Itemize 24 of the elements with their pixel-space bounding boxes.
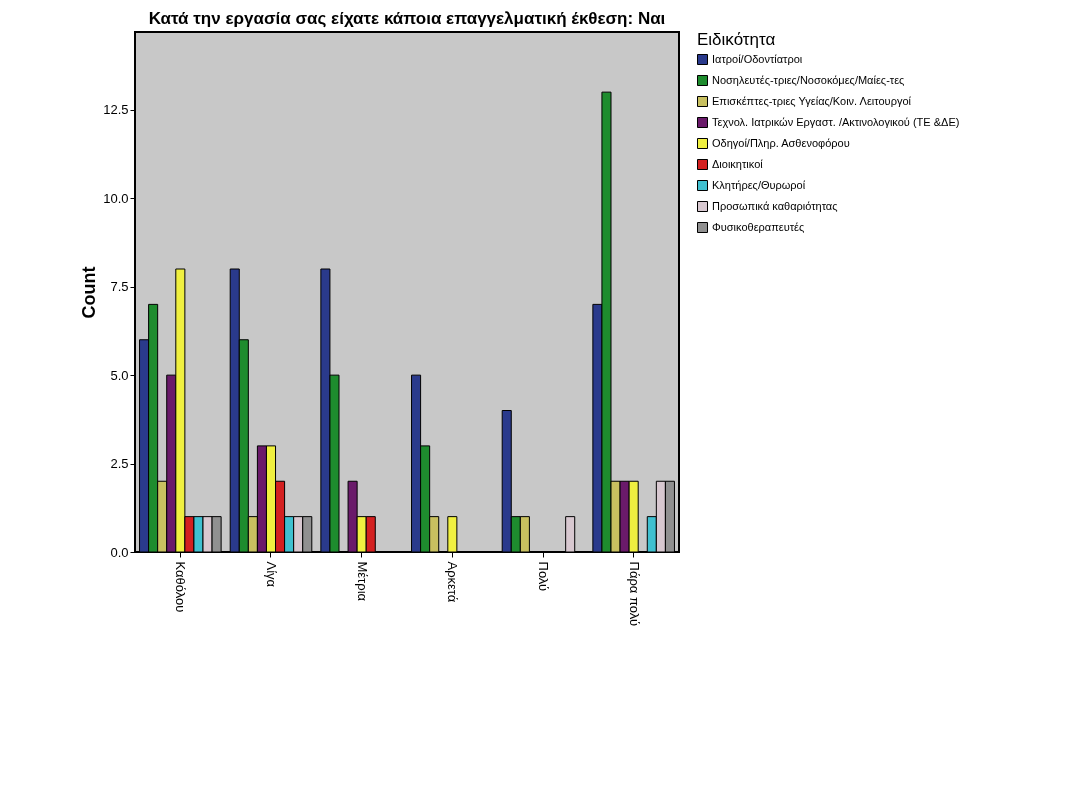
- legend-label: Νοσηλευτές-τριες/Νοσοκόμες/Μαίες-τες: [712, 73, 905, 86]
- y-tick-label: 7.5: [110, 279, 129, 295]
- y-tick-label: 2.5: [110, 456, 129, 472]
- legend-label: Οδηγοί/Πληρ. Ασθενοφόρου: [712, 136, 850, 149]
- legend-label: Φυσικοθεραπευτές: [712, 220, 805, 233]
- legend-label: Ιατροί/Οδοντίατροι: [712, 52, 803, 65]
- y-tick-label: 5.0: [110, 367, 129, 383]
- y-axis-title: Count: [79, 266, 100, 319]
- legend-label: Επισκέπτες-τριες Υγείας/Κοιν. Λειτουργοί: [712, 94, 912, 107]
- x-tick-label: Πολύ: [536, 561, 551, 592]
- y-tick-label: 12.5: [103, 102, 129, 118]
- x-tick-label: Αρκετά: [445, 561, 461, 603]
- legend-label: Τεχνολ. Ιατρικών Εργαστ. /Ακτινολογικού (ΤΕ &ΔΕ): [712, 115, 960, 128]
- legend-label: Διοικητικοί: [712, 157, 764, 170]
- x-tick-label: Πάρα πολύ: [626, 561, 642, 626]
- y-tick-label: 10.0: [103, 190, 129, 206]
- legend-label: Κλητήρες/Θυρωροί: [712, 178, 806, 191]
- y-tick-label: 0.0: [110, 544, 129, 560]
- x-tick-label: Καθόλου: [173, 561, 189, 613]
- x-tick-label: Μέτρια: [354, 561, 370, 602]
- legend-label: Προσωπικά καθαριότητας: [712, 199, 838, 212]
- x-tick-label: Λίγα: [264, 561, 279, 588]
- legend-title: Ειδικότητα: [697, 30, 776, 49]
- chart-title: Κατά την εργασία σας είχατε κάποια επαγγελματική έκθεση: Ναι: [148, 9, 666, 28]
